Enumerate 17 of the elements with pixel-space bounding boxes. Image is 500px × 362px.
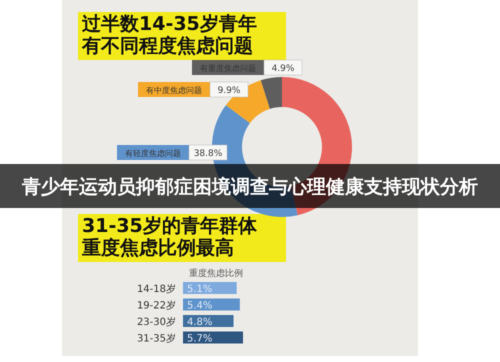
x-axis-title: 重度焦虑比例 [189, 268, 243, 279]
y-tick-label: 14-18岁 [136, 283, 176, 295]
data-label: 4.8% [187, 317, 212, 328]
data-label: 5.4% [187, 300, 212, 312]
y-tick-label: 23-30岁 [136, 316, 176, 328]
slice-label: 有轻度焦虑问题 [125, 149, 181, 158]
slice-label: 有中度焦虑问题 [146, 86, 202, 95]
data-label: 5.1% [187, 284, 212, 295]
y-tick-label: 31-35岁 [136, 332, 176, 344]
chart-title: 31-35岁的青年群体重度焦虑比例最高 [81, 215, 258, 259]
text: 青少年运动员抑郁症困境调查与心理健康支持现状分析 [21, 176, 478, 198]
data-label: 5.7% [187, 334, 212, 344]
data-label: 4.9% [272, 64, 295, 74]
y-tick-label: 19-22岁 [136, 300, 176, 312]
chart-title: 过半数14-35岁青年有不同程度焦虑问题 [81, 13, 257, 57]
data-label: 38.8% [194, 149, 223, 159]
data-label: 9.9% [218, 86, 241, 96]
